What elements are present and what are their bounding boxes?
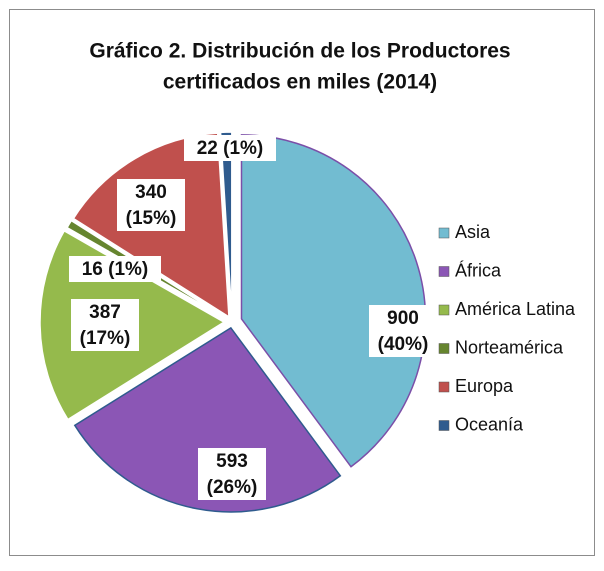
data-label: (26%) — [207, 477, 258, 498]
pie-slice — [219, 131, 233, 317]
data-label: (15%) — [126, 208, 177, 229]
data-label-box — [198, 448, 266, 500]
data-label: (17%) — [80, 328, 131, 349]
legend-label: África — [455, 260, 502, 280]
data-label: 900 — [387, 308, 419, 329]
legend-swatch — [438, 420, 450, 431]
chart-title: certificados en miles (2014) — [163, 71, 437, 94]
data-label: 16 (1%) — [82, 259, 149, 280]
legend-label: Norteamérica — [455, 337, 564, 357]
legend-swatch — [438, 304, 450, 316]
chart-title: Gráfico 2. Distribución de los Productor… — [89, 40, 510, 63]
data-label-box — [184, 135, 276, 161]
data-label-box — [69, 256, 161, 282]
data-label-box — [117, 179, 185, 231]
data-label: 593 — [216, 451, 248, 472]
data-label: 340 — [135, 182, 167, 203]
legend-swatch — [438, 266, 450, 277]
data-label: (40%) — [378, 334, 429, 355]
legend-swatch — [438, 343, 450, 354]
legend-label: Oceanía — [455, 414, 524, 434]
legend-swatch — [438, 227, 450, 239]
data-label: 22 (1%) — [197, 138, 264, 159]
legend-swatch — [438, 381, 450, 393]
pie-slice — [240, 134, 427, 468]
data-label-box — [71, 299, 139, 351]
data-label-box — [369, 305, 437, 357]
legend-label: Europa — [455, 376, 514, 396]
pie-slice — [73, 326, 342, 513]
data-label: 387 — [89, 302, 121, 323]
legend-label: Asia — [455, 222, 491, 242]
legend-label: América Latina — [455, 299, 576, 319]
